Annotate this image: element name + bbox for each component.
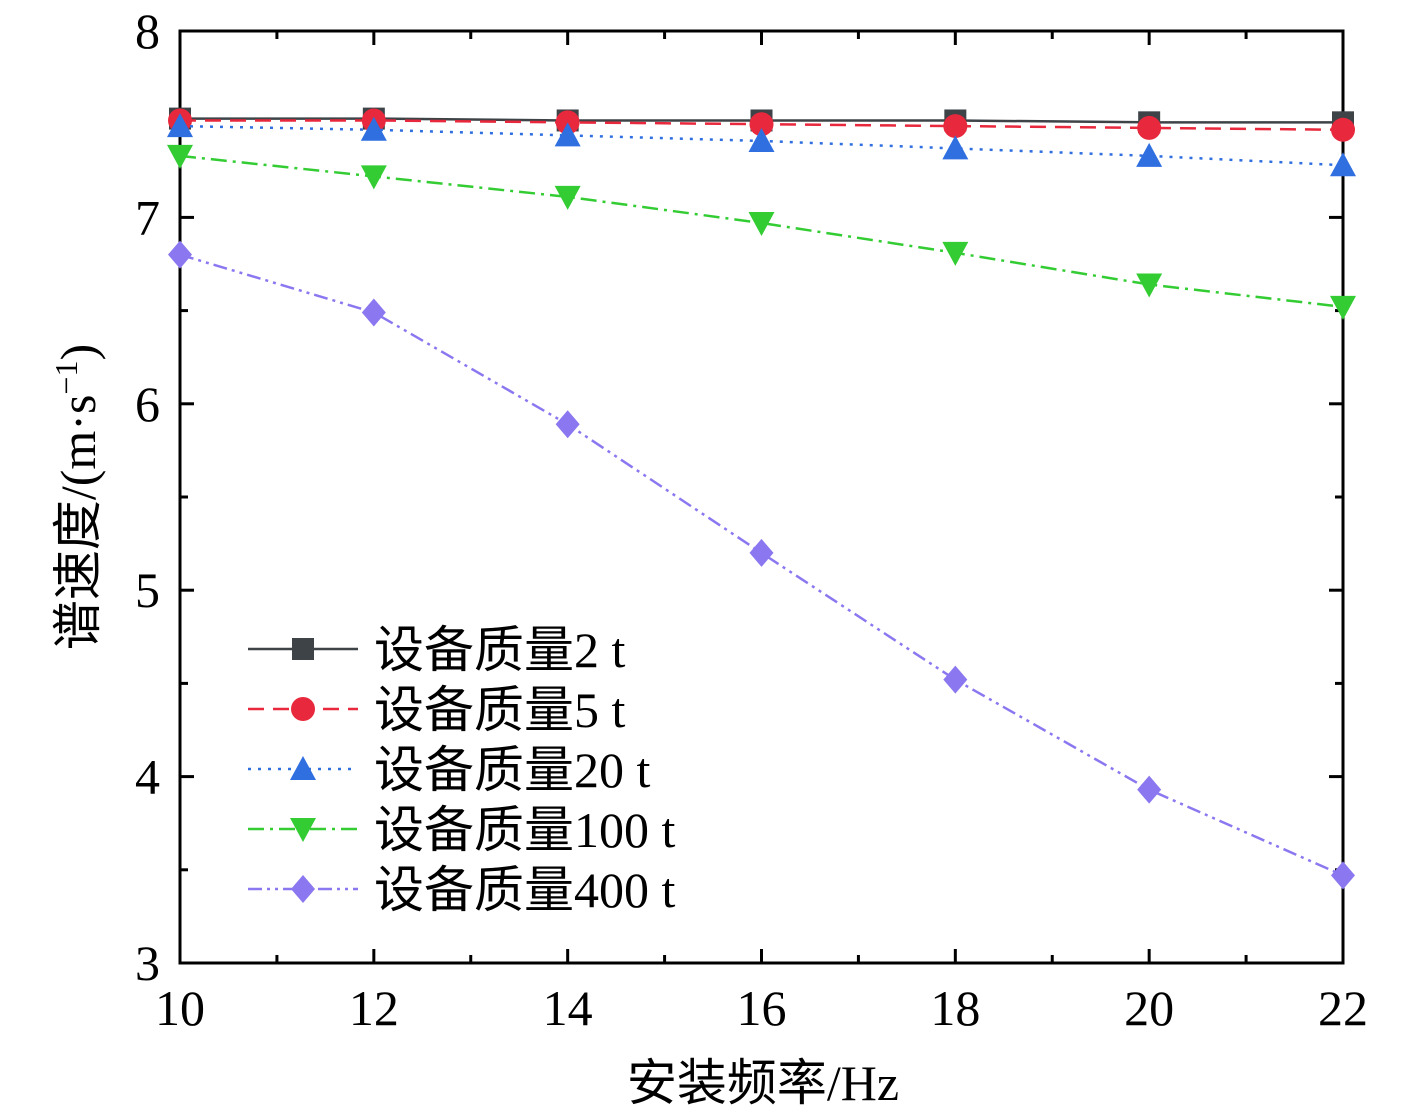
legend-label-1: 设备质量5 t	[374, 682, 625, 738]
y-tick-label: 8	[135, 3, 160, 59]
y-axis-title: 谱速度/(m·s−1)	[48, 344, 106, 650]
axes-frame-group	[178, 29, 1345, 965]
data-point-series-3	[942, 241, 969, 266]
legend-marker-2	[290, 756, 316, 780]
legend-label-3: 设备质量100 t	[374, 802, 675, 858]
x-tick-label: 18	[930, 980, 980, 1036]
legend-marker-0	[292, 638, 314, 660]
y-tick-label: 5	[135, 562, 160, 618]
data-point-series-4	[168, 240, 192, 269]
data-point-series-3	[167, 144, 193, 169]
x-tick-label: 14	[543, 980, 593, 1036]
data-point-series-1	[555, 110, 580, 135]
data-point-series-3	[1330, 295, 1356, 320]
x-tick-label: 16	[737, 980, 787, 1036]
data-point-series-4	[943, 665, 968, 694]
data-point-series-2	[1136, 142, 1163, 167]
y-axis-title-superscript: −1	[48, 361, 84, 395]
plot-frame	[178, 29, 1345, 965]
y-axis-title-close: )	[50, 344, 106, 361]
x-tick-label: 22	[1318, 980, 1368, 1036]
data-point-series-4	[1331, 861, 1355, 890]
x-tick-label: 20	[1124, 980, 1174, 1036]
data-point-series-2	[748, 127, 775, 152]
data-point-series-3	[1136, 273, 1163, 298]
legend-marker-3	[290, 818, 316, 842]
data-point-series-3	[360, 165, 387, 190]
y-tick-label: 3	[135, 935, 160, 991]
data-point-series-1	[1137, 115, 1162, 140]
data-point-series-2	[167, 113, 193, 138]
tick-labels-group: 10 12 14 16 18 20 22 3 4 5 6 7 8	[135, 3, 1368, 1036]
data-point-series-2	[1330, 152, 1356, 177]
legend-marker-4	[291, 875, 315, 903]
data-point-series-2	[554, 122, 581, 147]
data-point-series-4	[361, 298, 386, 327]
data-point-series-4	[555, 410, 580, 439]
data-point-series-4	[1137, 775, 1162, 804]
x-tick-label: 12	[349, 980, 399, 1036]
y-tick-label: 6	[135, 376, 160, 432]
legend-label-4: 设备质量400 t	[374, 862, 675, 918]
legend-label-2: 设备质量20 t	[374, 742, 650, 798]
x-axis-title: 安装频率/Hz	[627, 1055, 899, 1111]
data-point-series-3	[554, 185, 581, 210]
data-point-series-4	[749, 538, 774, 567]
x-tick-label: 10	[155, 980, 205, 1036]
legend-marker-1	[291, 697, 315, 721]
y-tick-label: 7	[135, 189, 160, 245]
data-point-series-1	[1331, 117, 1355, 142]
y-axis-title-main: 谱速度/(m·s	[50, 395, 106, 651]
y-tick-label: 4	[135, 749, 160, 805]
data-point-series-2	[942, 135, 969, 160]
data-point-series-2	[360, 116, 387, 141]
data-point-series-1	[749, 112, 774, 137]
legend-label-0: 设备质量2 t	[374, 622, 625, 678]
data-point-series-3	[748, 211, 775, 236]
data-point-series-1	[943, 114, 968, 139]
series-group	[167, 107, 1356, 890]
